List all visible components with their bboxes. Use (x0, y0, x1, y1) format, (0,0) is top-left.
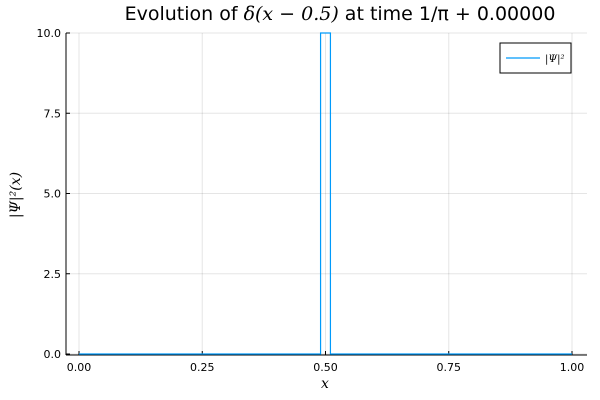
chart-title-math: δ(x − 0.5) (244, 3, 339, 25)
y-tick-label: 7.5 (44, 107, 62, 120)
x-tick-label: 0.25 (190, 361, 215, 374)
legend-label: |Ψ|² (545, 54, 565, 65)
chart-title-prefix: Evolution of (125, 3, 244, 25)
chart-title-suffix: at time 1/π + 0.00000 (339, 3, 556, 25)
grid-lines (66, 32, 587, 355)
series-layer (79, 32, 572, 355)
x-axis-label: x (321, 376, 329, 392)
x-tick-label: 0.00 (67, 361, 92, 374)
y-tick-label: 10.0 (37, 27, 62, 40)
x-tick-labels: 0.00 0.25 0.50 0.75 1.00 (67, 361, 585, 374)
y-axis-label: |Ψ|²(x) (8, 172, 24, 218)
y-tick-label: 5.0 (44, 188, 62, 201)
x-tick-label: 1.00 (560, 361, 585, 374)
x-tick-label: 0.50 (313, 361, 338, 374)
x-tick-label: 0.75 (437, 361, 462, 374)
y-tick-labels: 0.0 2.5 5.0 7.5 10.0 (37, 27, 62, 361)
legend: |Ψ|² (499, 42, 572, 74)
y-tick-label: 0.0 (44, 348, 62, 361)
y-tick-label: 2.5 (44, 268, 62, 281)
chart-title: Evolution of δ(x − 0.5) at time 1/π + 0.… (125, 3, 556, 25)
series-line (79, 32, 572, 355)
